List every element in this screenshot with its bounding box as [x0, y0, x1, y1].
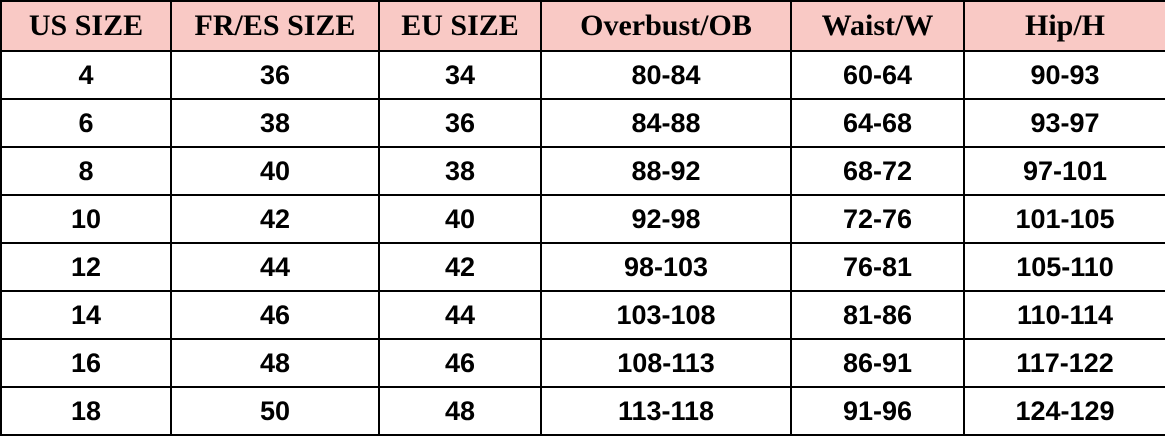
table-cell: 44 [378, 290, 542, 340]
table-cell: 60-64 [790, 50, 965, 100]
table-cell: 6 [0, 98, 172, 148]
column-header-overbust: Overbust/OB [540, 0, 792, 52]
table-cell: 8 [0, 146, 172, 196]
table-cell: 103-108 [540, 290, 792, 340]
table-cell: 34 [378, 50, 542, 100]
table-cell: 44 [170, 242, 380, 292]
table-cell: 86-91 [790, 338, 965, 388]
table-cell: 92-98 [540, 194, 792, 244]
header-row: US SIZE FR/ES SIZE EU SIZE Overbust/OB W… [0, 0, 1165, 52]
table-cell: 18 [0, 386, 172, 436]
table-cell: 14 [0, 290, 172, 340]
table-cell: 68-72 [790, 146, 965, 196]
table-cell: 48 [378, 386, 542, 436]
table-cell: 40 [170, 146, 380, 196]
table-cell: 38 [378, 146, 542, 196]
table-cell: 117-122 [963, 338, 1165, 388]
table-row: 6 38 36 84-88 64-68 93-97 [0, 98, 1165, 148]
column-header-waist: Waist/W [790, 0, 965, 52]
table-cell: 46 [378, 338, 542, 388]
table-cell: 42 [170, 194, 380, 244]
table-cell: 12 [0, 242, 172, 292]
table-cell: 76-81 [790, 242, 965, 292]
table-row: 12 44 42 98-103 76-81 105-110 [0, 242, 1165, 292]
table-cell: 80-84 [540, 50, 792, 100]
table-cell: 91-96 [790, 386, 965, 436]
table-cell: 88-92 [540, 146, 792, 196]
table-cell: 50 [170, 386, 380, 436]
table-row: 10 42 40 92-98 72-76 101-105 [0, 194, 1165, 244]
table-cell: 84-88 [540, 98, 792, 148]
table-cell: 36 [170, 50, 380, 100]
table-cell: 72-76 [790, 194, 965, 244]
table-cell: 48 [170, 338, 380, 388]
table-cell: 46 [170, 290, 380, 340]
column-header-us-size: US SIZE [0, 0, 172, 52]
table-cell: 16 [0, 338, 172, 388]
column-header-fr-es-size: FR/ES SIZE [170, 0, 380, 52]
table-cell: 108-113 [540, 338, 792, 388]
table-cell: 38 [170, 98, 380, 148]
table-cell: 64-68 [790, 98, 965, 148]
table-row: 18 50 48 113-118 91-96 124-129 [0, 386, 1165, 436]
table-cell: 90-93 [963, 50, 1165, 100]
table-cell: 110-114 [963, 290, 1165, 340]
column-header-eu-size: EU SIZE [378, 0, 542, 52]
table-row: 16 48 46 108-113 86-91 117-122 [0, 338, 1165, 388]
table-cell: 124-129 [963, 386, 1165, 436]
table-cell: 105-110 [963, 242, 1165, 292]
table-cell: 98-103 [540, 242, 792, 292]
table-cell: 4 [0, 50, 172, 100]
table-cell: 10 [0, 194, 172, 244]
table-cell: 93-97 [963, 98, 1165, 148]
table-cell: 97-101 [963, 146, 1165, 196]
table-cell: 113-118 [540, 386, 792, 436]
table-cell: 81-86 [790, 290, 965, 340]
table-row: 8 40 38 88-92 68-72 97-101 [0, 146, 1165, 196]
table-row: 4 36 34 80-84 60-64 90-93 [0, 50, 1165, 100]
table-row: 14 46 44 103-108 81-86 110-114 [0, 290, 1165, 340]
table-cell: 36 [378, 98, 542, 148]
table-cell: 42 [378, 242, 542, 292]
table-cell: 40 [378, 194, 542, 244]
column-header-hip: Hip/H [963, 0, 1165, 52]
table-cell: 101-105 [963, 194, 1165, 244]
